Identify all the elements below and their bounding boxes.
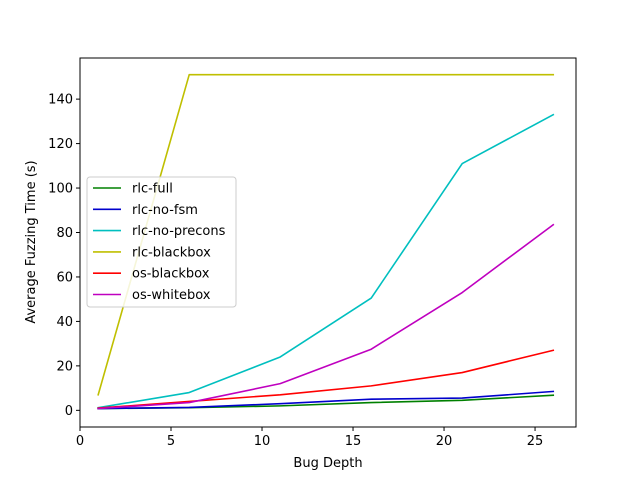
x-axis-label: Bug Depth [293,456,362,471]
legend-label-rlc-no-precons: rlc-no-precons [132,224,226,239]
series-line-rlc-no-precons [97,113,555,409]
x-tick-label: 15 [345,434,362,449]
x-tick-label: 5 [167,434,175,449]
legend-box [86,176,237,308]
x-tick-label: 25 [527,434,544,449]
axes-layer: 0 5 10 15 20 25 0 20 40 60 80 100 120 140 [48,57,577,449]
series-line-os-blackbox [97,349,555,409]
y-tick-label: 20 [56,359,73,374]
x-tick-label: 10 [254,434,271,449]
legend-label-rlc-no-fsm: rlc-no-fsm [132,203,198,218]
legend-label-os-whitebox: os-whitebox [132,288,211,303]
legend-label-rlc-full: rlc-full [132,182,173,197]
series-line-os-whitebox [97,223,555,410]
x-tick-label: 20 [436,434,453,449]
series-line-rlc-blackbox [97,73,555,396]
y-tick-label: 40 [56,315,73,330]
series-layer [97,73,555,410]
legend: rlc-full rlc-no-fsm rlc-no-precons rlc-blac… [86,176,237,308]
y-tick-label: 140 [48,93,73,108]
y-tick-label: 60 [56,270,73,285]
legend-label-os-blackbox: os-blackbox [132,267,210,282]
y-tick-label: 0 [65,404,73,419]
legend-label-rlc-blackbox: rlc-blackbox [132,245,211,260]
y-tick-label: 100 [48,182,73,197]
y-tick-label: 80 [56,226,73,241]
axes-frame [79,57,577,428]
series-line-rlc-no-fsm [97,390,555,410]
y-tick-label: 120 [48,137,73,152]
y-axis-label: Average Fuzzing Time (s) [24,160,39,323]
x-tick-label: 0 [76,434,84,449]
